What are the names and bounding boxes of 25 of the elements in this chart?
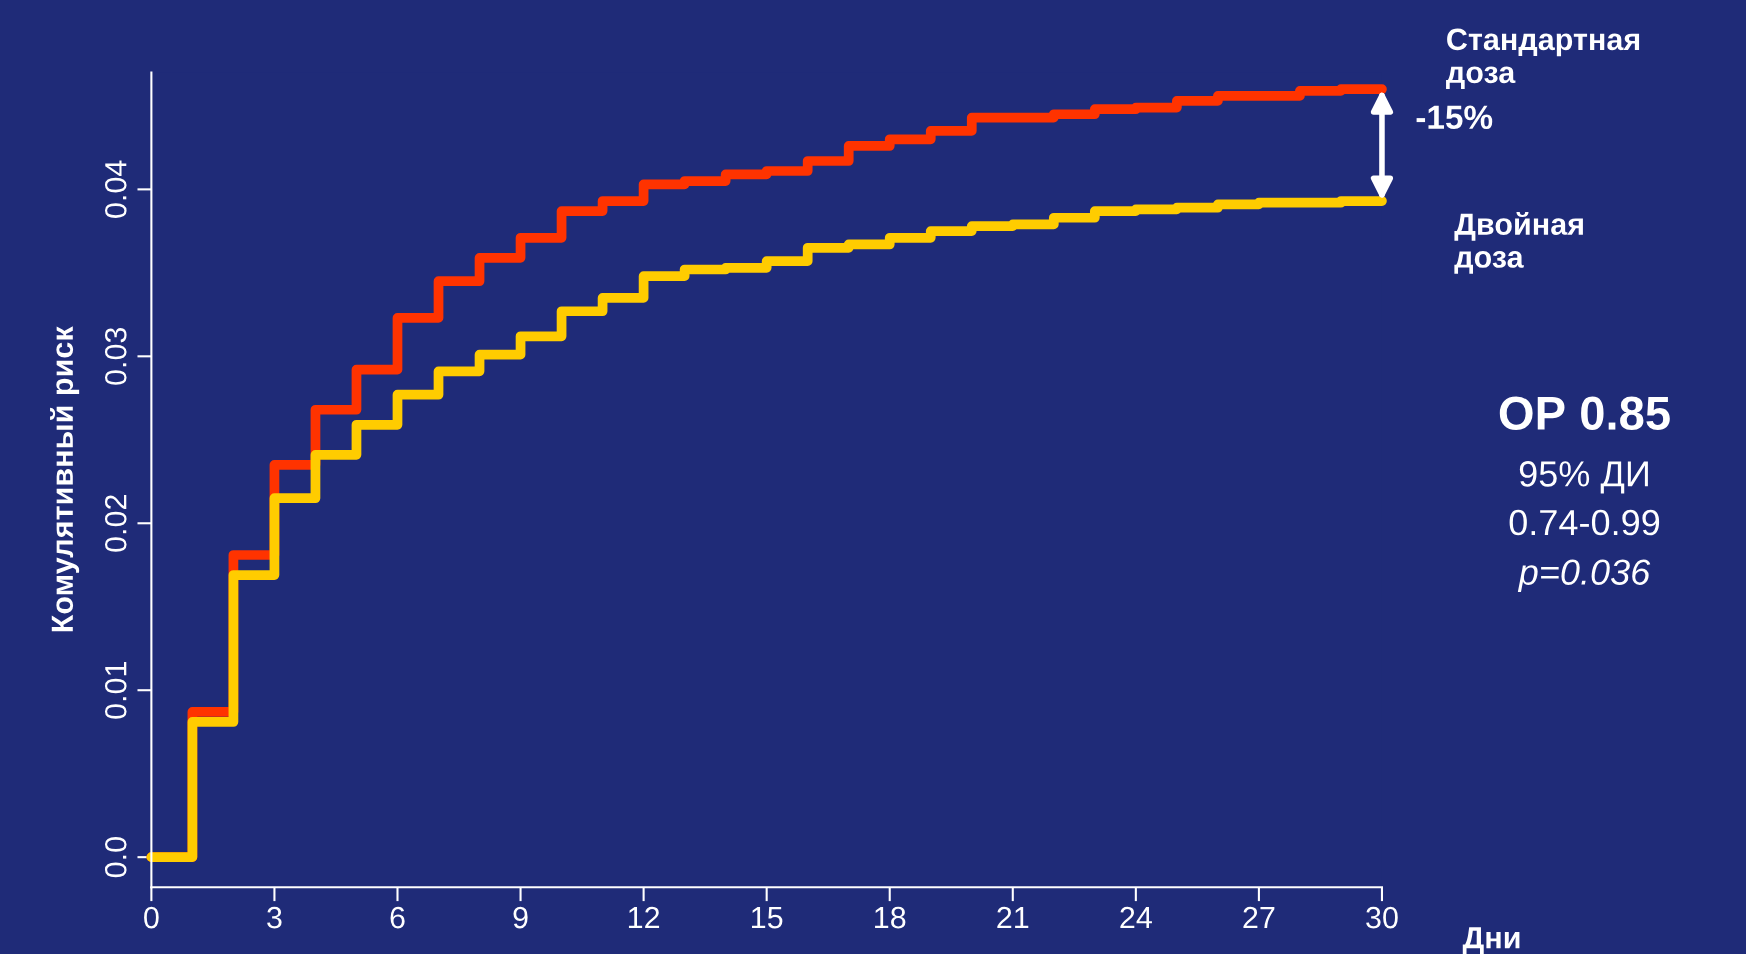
x-tick-label: 3 (267, 906, 282, 929)
x-tick-label: 30 (1366, 906, 1398, 929)
y-tick-label: 0.02 (104, 495, 127, 552)
x-tick-label: 6 (390, 906, 405, 929)
x-tick-label: 18 (875, 906, 906, 929)
text: Двойная доза (1454, 211, 1583, 274)
x-tick-label: 27 (1243, 906, 1275, 929)
text: 95% ДИ (1519, 461, 1648, 494)
y-axis-title: Комулятивный риск (50, 326, 80, 632)
text: p=0.036 (1517, 559, 1651, 593)
y-tick-label: 0.0 (104, 837, 127, 878)
text: 0.74-0.99 (1509, 509, 1660, 536)
x-tick-label: 12 (628, 906, 660, 929)
x-tick-label: 9 (513, 906, 528, 929)
text: Стандартная доза (1446, 28, 1640, 89)
y-tick-label: 0.01 (104, 661, 127, 719)
x-tick-label: 21 (997, 906, 1029, 929)
y-tick-label: 0.04 (104, 160, 127, 218)
text: -15% (1416, 105, 1493, 130)
text: ОР 0.85 (1499, 396, 1670, 431)
x-tick-label: 24 (1120, 906, 1152, 929)
x-tick-label: 15 (752, 907, 783, 929)
x-axis-title: Дни (1462, 927, 1520, 954)
y-tick-label: 0.03 (104, 327, 127, 385)
x-tick-label: 0 (144, 906, 159, 929)
